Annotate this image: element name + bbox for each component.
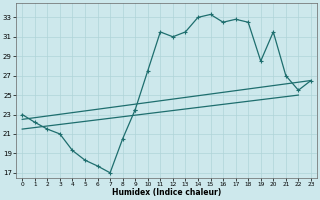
X-axis label: Humidex (Indice chaleur): Humidex (Indice chaleur) (112, 188, 221, 197)
